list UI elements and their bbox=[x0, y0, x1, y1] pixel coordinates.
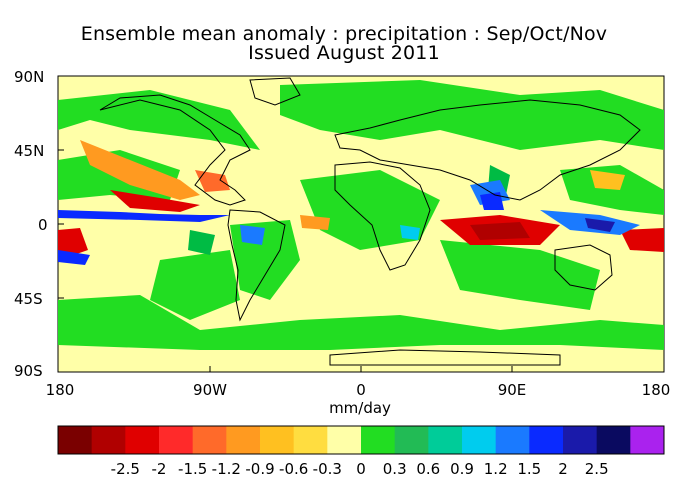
lon-label-0: 0 bbox=[356, 381, 366, 399]
colorbar-swatch bbox=[260, 426, 294, 454]
colorbar-swatch bbox=[294, 426, 328, 454]
colorbar-swatch bbox=[226, 426, 260, 454]
colorbar-label: 0 bbox=[356, 460, 366, 478]
colorbar-label: -0.6 bbox=[279, 460, 308, 478]
colorbar-label: 2 bbox=[558, 460, 568, 478]
colorbar-swatch bbox=[361, 426, 395, 454]
colorbar-label: 1.2 bbox=[484, 460, 508, 478]
colorbar-swatch bbox=[563, 426, 597, 454]
colorbar-label: -1.5 bbox=[178, 460, 207, 478]
lon-label-90e: 90E bbox=[498, 381, 527, 399]
colorbar-label: 0.6 bbox=[416, 460, 440, 478]
lat-label-equator: 0 bbox=[38, 216, 48, 234]
lon-label-180e: 180 bbox=[642, 381, 671, 399]
colorbar-swatch bbox=[125, 426, 159, 454]
colorbar-label: -2.5 bbox=[111, 460, 140, 478]
lon-label-90w: 90W bbox=[193, 381, 227, 399]
colorbar-swatch bbox=[597, 426, 631, 454]
colorbar-swatch bbox=[193, 426, 227, 454]
lat-label-45n: 45N bbox=[14, 142, 44, 160]
colorbar-swatch bbox=[529, 426, 563, 454]
lon-label-180w: 180 bbox=[46, 381, 75, 399]
colorbar-swatch bbox=[327, 426, 361, 454]
colorbar-swatch bbox=[395, 426, 429, 454]
colorbar-label: 2.5 bbox=[585, 460, 609, 478]
colorbar-swatch bbox=[159, 426, 193, 454]
colorbar-swatch bbox=[58, 426, 92, 454]
colorbar-label: -0.9 bbox=[245, 460, 274, 478]
colorbar-swatch bbox=[462, 426, 496, 454]
lat-label-90s: 90S bbox=[14, 362, 43, 380]
colorbar-swatch bbox=[496, 426, 530, 454]
colorbar-label: -0.3 bbox=[313, 460, 342, 478]
colorbar-label: 1.5 bbox=[517, 460, 541, 478]
colorbar-label: 0.3 bbox=[383, 460, 407, 478]
colorbar-label: 0.9 bbox=[450, 460, 474, 478]
lat-label-90n: 90N bbox=[14, 68, 44, 86]
colorbar bbox=[58, 426, 665, 454]
colorbar-swatch bbox=[428, 426, 462, 454]
units-label: mm/day bbox=[329, 399, 391, 417]
colorbar-label: -2 bbox=[152, 460, 167, 478]
lat-label-45s: 45S bbox=[14, 290, 43, 308]
colorbar-swatch bbox=[92, 426, 126, 454]
colorbar-label: -1.2 bbox=[212, 460, 241, 478]
colorbar-swatch bbox=[630, 426, 664, 454]
